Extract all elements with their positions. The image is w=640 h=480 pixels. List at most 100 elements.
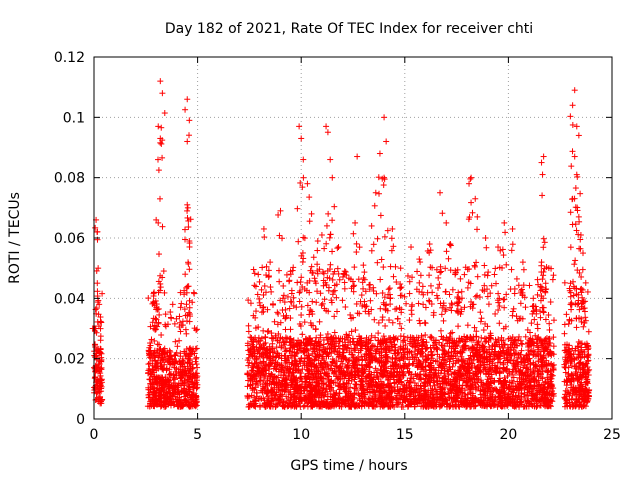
data-point xyxy=(473,259,480,266)
data-point xyxy=(437,327,444,334)
data-point xyxy=(458,288,465,295)
data-point xyxy=(159,154,166,161)
data-point xyxy=(159,374,166,381)
data-point xyxy=(508,266,515,273)
data-point xyxy=(299,258,306,265)
data-point xyxy=(530,295,537,302)
data-point xyxy=(519,341,526,348)
data-point xyxy=(178,374,185,381)
data-point xyxy=(155,320,162,327)
data-point xyxy=(99,290,106,297)
data-point xyxy=(296,123,303,130)
data-point xyxy=(151,289,158,296)
data-point xyxy=(447,242,454,249)
data-point xyxy=(565,320,572,327)
data-point xyxy=(390,243,397,250)
data-point xyxy=(443,248,450,255)
data-point xyxy=(189,373,196,380)
data-point xyxy=(478,334,485,341)
data-point xyxy=(538,159,545,166)
data-point xyxy=(93,305,100,312)
data-point xyxy=(539,171,546,178)
data-point xyxy=(308,263,315,270)
data-point xyxy=(173,365,180,372)
data-point xyxy=(466,180,473,187)
data-point xyxy=(438,311,445,318)
data-point xyxy=(162,378,169,385)
data-point xyxy=(534,291,541,298)
data-point xyxy=(331,313,338,320)
data-point xyxy=(184,360,191,367)
data-point xyxy=(427,247,434,254)
data-point xyxy=(149,300,156,307)
data-point xyxy=(161,289,168,296)
data-point xyxy=(253,308,260,315)
data-point xyxy=(158,331,165,338)
data-point xyxy=(354,153,361,160)
data-point xyxy=(474,292,481,299)
data-point xyxy=(193,354,200,361)
data-point xyxy=(436,281,443,288)
data-point xyxy=(389,319,396,326)
data-point xyxy=(183,345,190,352)
data-point xyxy=(349,335,356,342)
data-point xyxy=(156,251,163,258)
data-point xyxy=(258,309,265,316)
data-point xyxy=(393,305,400,312)
data-point xyxy=(312,325,319,332)
data-point xyxy=(98,385,105,392)
data-point xyxy=(331,329,338,336)
data-point xyxy=(350,230,357,237)
data-point xyxy=(333,308,340,315)
data-point xyxy=(97,318,104,325)
data-point xyxy=(98,376,105,383)
data-point xyxy=(306,218,313,225)
data-point xyxy=(92,343,99,350)
data-point xyxy=(401,293,408,300)
data-point xyxy=(94,378,101,385)
data-point xyxy=(179,322,186,329)
data-point xyxy=(147,347,154,354)
data-point xyxy=(167,348,174,355)
data-point xyxy=(386,285,393,292)
data-point xyxy=(147,371,154,378)
data-point xyxy=(157,359,164,366)
data-point xyxy=(542,316,549,323)
data-point xyxy=(280,282,287,289)
data-point xyxy=(358,292,365,299)
data-point xyxy=(151,398,158,405)
data-point xyxy=(406,290,413,297)
data-point xyxy=(503,261,510,268)
data-point xyxy=(170,402,177,409)
data-point xyxy=(188,350,195,357)
data-point xyxy=(153,367,160,374)
data-point xyxy=(162,311,169,318)
data-point xyxy=(437,263,444,270)
data-point xyxy=(472,293,479,300)
data-point xyxy=(434,285,441,292)
data-point xyxy=(352,219,359,226)
data-point xyxy=(520,266,527,273)
data-point xyxy=(388,235,395,242)
data-point xyxy=(509,225,516,232)
data-point xyxy=(352,327,359,334)
data-point xyxy=(288,287,295,294)
data-point xyxy=(182,236,189,243)
data-point xyxy=(398,284,405,291)
data-point xyxy=(327,231,334,238)
data-point xyxy=(276,267,283,274)
data-point xyxy=(449,286,456,293)
data-point xyxy=(159,223,166,230)
data-point xyxy=(510,305,517,312)
data-point xyxy=(264,328,271,335)
data-point xyxy=(186,297,193,304)
data-point xyxy=(420,301,427,308)
data-point xyxy=(186,132,193,139)
data-point xyxy=(335,244,342,251)
data-point xyxy=(153,216,160,223)
data-point xyxy=(185,350,192,357)
data-point xyxy=(358,362,365,369)
data-point xyxy=(294,205,301,212)
data-point xyxy=(550,343,557,350)
data-point xyxy=(97,337,104,344)
